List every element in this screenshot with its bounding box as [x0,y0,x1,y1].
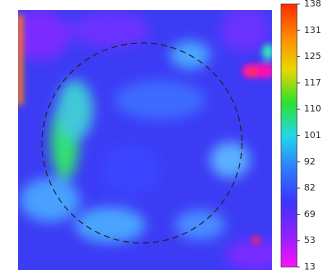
colorbar-tick-label: 82 [304,184,315,194]
colorbar-tick-label: 138 [304,0,321,10]
colorbar-tick-label: 101 [304,131,321,141]
colorbar-tick-label: 53 [304,236,315,246]
heatmap-texture [18,10,272,270]
colorbar-tick-label: 131 [304,26,321,36]
colorbar-tick-label: 110 [304,105,321,115]
colorbar-tick-label: 92 [304,157,315,167]
roi-circle [41,42,243,244]
colorbar-tick-label: 13 [304,263,315,273]
colorbar-tick-label: 117 [304,78,321,88]
colorbar-tick-label: 125 [304,52,321,62]
colorbar [280,3,298,268]
heatmap-image [18,10,272,270]
colorbar-ticks: 138 131 125 117 110 101 92 82 69 53 13 [297,0,321,273]
heatmap-hotspots [18,15,272,244]
colorbar-tick-label: 69 [304,210,316,220]
